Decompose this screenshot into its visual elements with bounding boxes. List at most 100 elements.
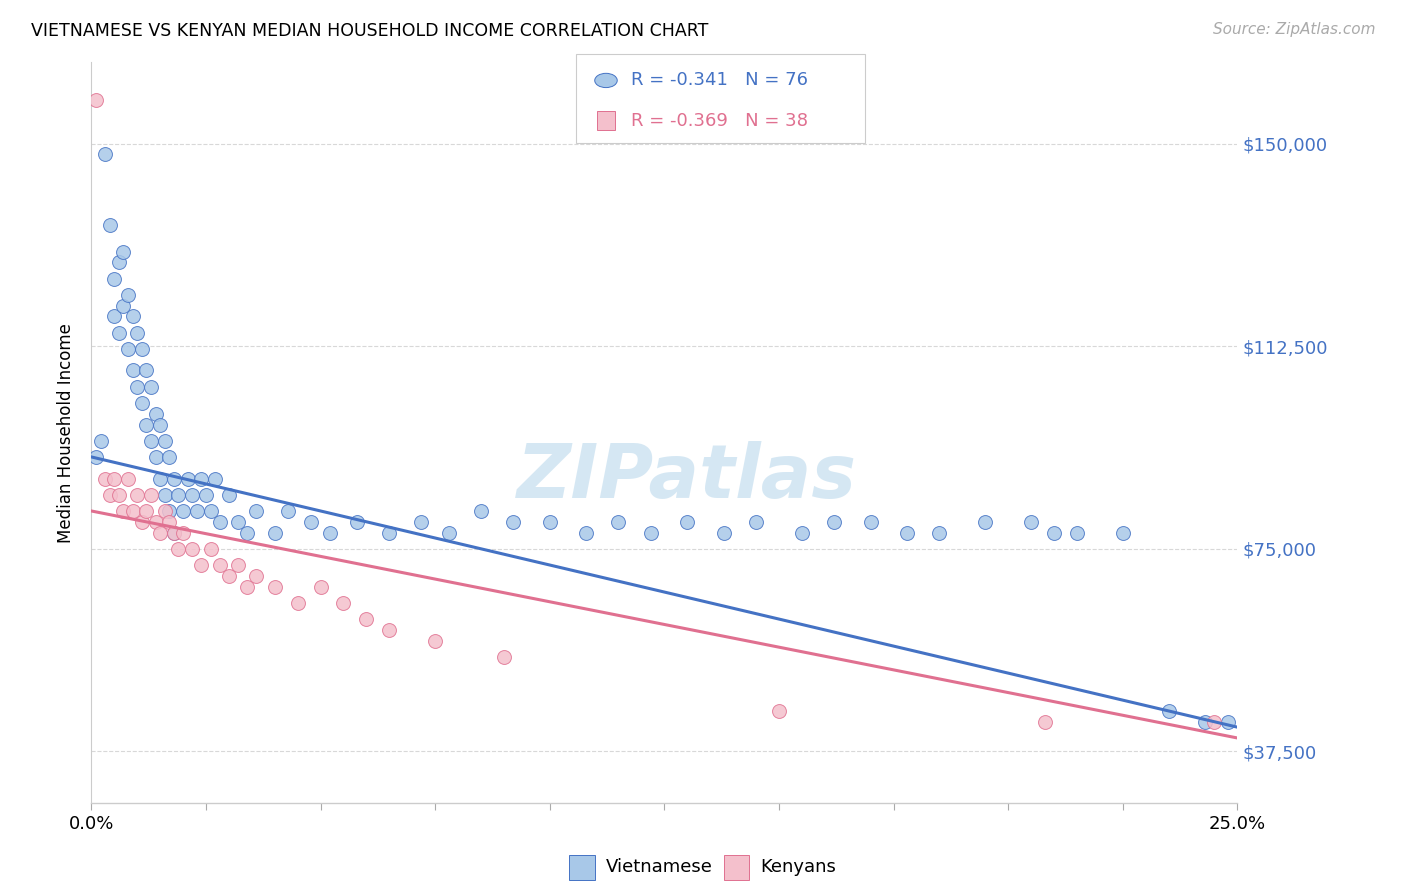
Point — [172, 525, 194, 540]
Point — [117, 288, 139, 302]
Point — [135, 363, 157, 377]
Point — [378, 525, 401, 540]
Y-axis label: Median Household Income: Median Household Income — [58, 323, 76, 542]
Point — [437, 525, 460, 540]
Point — [90, 434, 112, 448]
Point — [121, 310, 143, 324]
Point — [135, 417, 157, 432]
Point — [378, 623, 401, 637]
Point — [200, 504, 222, 518]
Point — [190, 471, 212, 485]
Point — [145, 515, 167, 529]
Point — [139, 488, 162, 502]
Point — [186, 504, 208, 518]
Point — [139, 380, 162, 394]
Point — [94, 147, 117, 161]
Point — [112, 299, 135, 313]
Point — [103, 271, 125, 285]
Point — [127, 488, 149, 502]
Point — [263, 580, 285, 594]
Point — [1216, 714, 1239, 729]
Point — [928, 525, 950, 540]
Point — [108, 488, 131, 502]
Point — [226, 515, 249, 529]
Text: Source: ZipAtlas.com: Source: ZipAtlas.com — [1212, 22, 1375, 37]
Point — [1194, 714, 1216, 729]
Point — [974, 515, 997, 529]
Point — [149, 525, 172, 540]
Point — [167, 488, 190, 502]
Point — [145, 450, 167, 464]
Point — [896, 525, 918, 540]
Point — [108, 326, 131, 340]
Point — [277, 504, 299, 518]
Point — [157, 450, 180, 464]
Point — [823, 515, 845, 529]
Point — [121, 504, 143, 518]
Point — [236, 525, 259, 540]
Text: Kenyans: Kenyans — [761, 858, 837, 876]
Point — [208, 558, 231, 572]
Point — [263, 525, 285, 540]
Point — [163, 525, 186, 540]
Point — [117, 342, 139, 356]
Point — [1019, 515, 1042, 529]
Point — [112, 244, 135, 259]
Point — [200, 541, 222, 556]
Point — [153, 434, 176, 448]
Text: Vietnamese: Vietnamese — [606, 858, 713, 876]
Point — [94, 471, 117, 485]
Point — [1066, 525, 1088, 540]
Point — [218, 488, 240, 502]
Point — [181, 541, 204, 556]
Point — [145, 407, 167, 421]
Point — [640, 525, 662, 540]
Point — [768, 704, 790, 718]
Point — [309, 580, 332, 594]
Point — [131, 342, 153, 356]
Point — [131, 515, 153, 529]
Point — [157, 515, 180, 529]
Point — [208, 515, 231, 529]
Point — [790, 525, 813, 540]
Point — [84, 450, 107, 464]
Text: R = -0.369   N = 38: R = -0.369 N = 38 — [631, 112, 808, 129]
Point — [245, 504, 267, 518]
Point — [411, 515, 433, 529]
Point — [236, 580, 259, 594]
Point — [194, 488, 217, 502]
Point — [538, 515, 561, 529]
Point — [502, 515, 524, 529]
Point — [163, 471, 186, 485]
Point — [117, 471, 139, 485]
Point — [204, 471, 226, 485]
Point — [299, 515, 322, 529]
Point — [181, 488, 204, 502]
Point — [859, 515, 882, 529]
Point — [1157, 704, 1180, 718]
Point — [1204, 714, 1226, 729]
Point — [139, 434, 162, 448]
Point — [1033, 714, 1056, 729]
Point — [121, 363, 143, 377]
Point — [332, 596, 354, 610]
Point — [98, 218, 121, 232]
Point — [218, 569, 240, 583]
Point — [607, 515, 630, 529]
Point — [127, 380, 149, 394]
Point — [226, 558, 249, 572]
Point — [103, 310, 125, 324]
Point — [157, 504, 180, 518]
Point — [245, 569, 267, 583]
Point — [713, 525, 735, 540]
Point — [131, 396, 153, 410]
Point — [176, 471, 198, 485]
Point — [149, 471, 172, 485]
Point — [112, 504, 135, 518]
Point — [153, 488, 176, 502]
Point — [1043, 525, 1066, 540]
Point — [423, 633, 446, 648]
Point — [153, 504, 176, 518]
Point — [127, 326, 149, 340]
Point — [163, 525, 186, 540]
